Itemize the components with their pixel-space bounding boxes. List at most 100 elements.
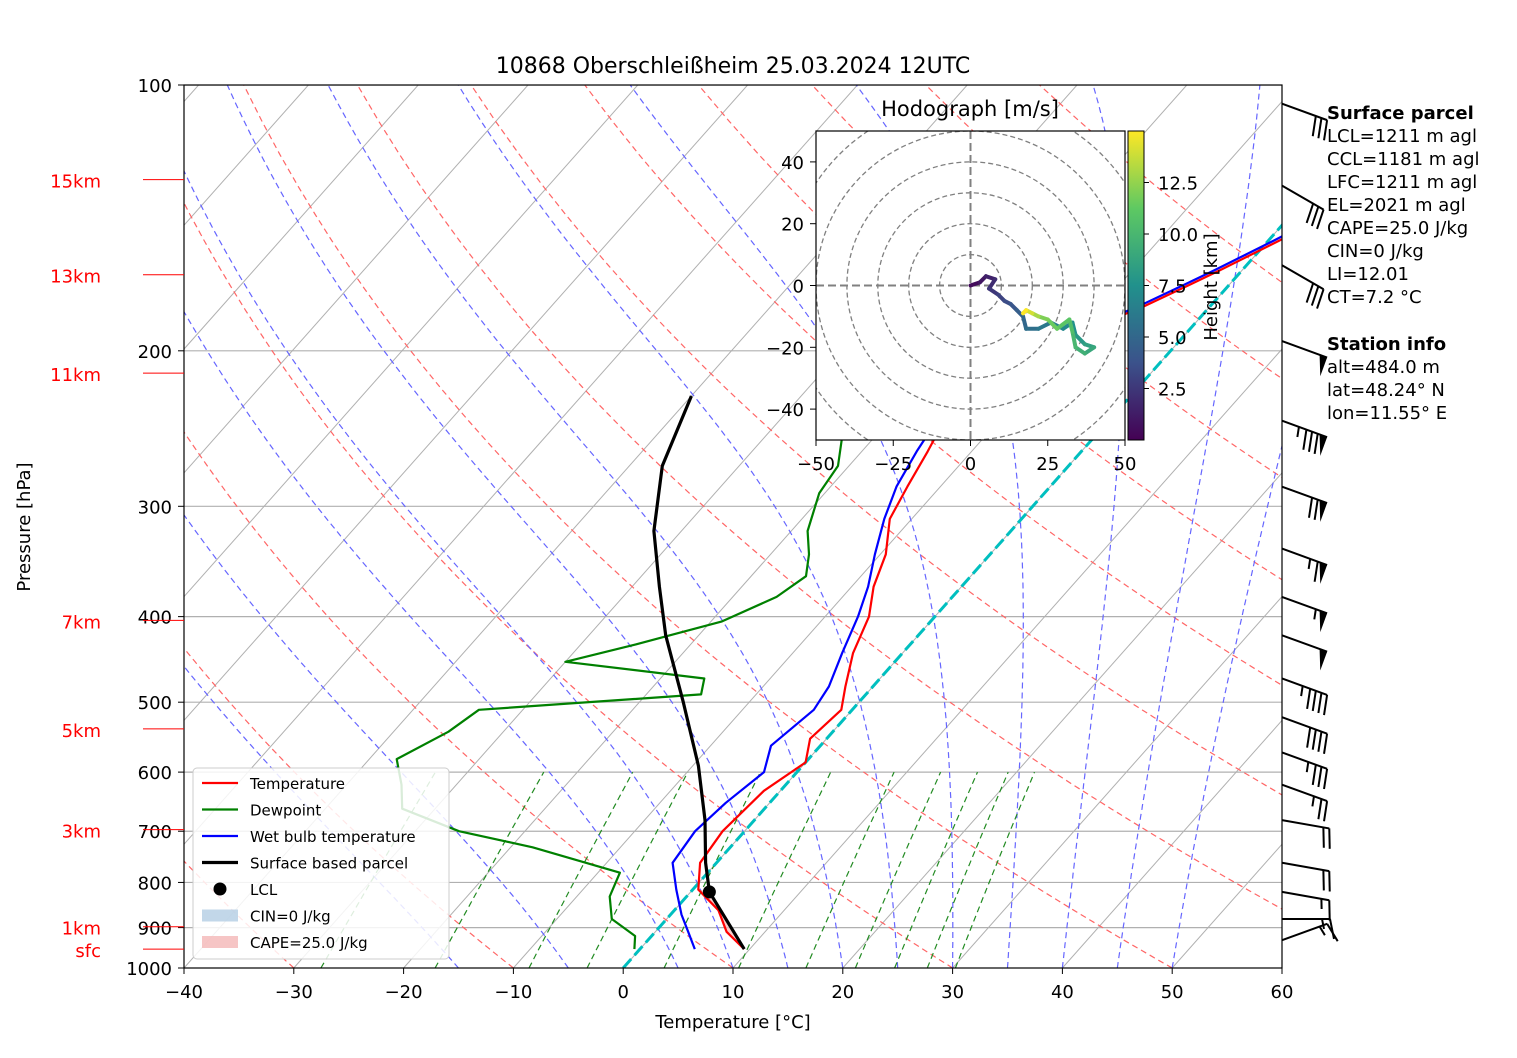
barb-staff — [1282, 820, 1329, 828]
info-line-cape: CAPE=25.0 J/kg — [1327, 217, 1480, 240]
barb-staff — [1282, 341, 1327, 357]
mixing-ratio-line — [927, 772, 1008, 968]
wind-barb — [1282, 549, 1327, 584]
barb-feather — [1324, 734, 1327, 754]
lcl-marker — [703, 885, 716, 898]
legend-label: CIN=0 J/kg — [250, 908, 331, 926]
hodo-y-tick-label: −20 — [766, 338, 804, 359]
barb-feather — [1313, 116, 1316, 136]
barb-feather — [1315, 562, 1318, 582]
wind-barb — [1282, 892, 1330, 921]
legend-label: Dewpoint — [250, 802, 321, 820]
hodo-y-tick-label: 0 — [793, 277, 804, 298]
mixing-ratio-line — [435, 772, 544, 968]
barb-staff — [1282, 186, 1324, 210]
wind-barb — [1282, 919, 1334, 939]
y-tick-label: 300 — [138, 497, 172, 518]
mixing-ratio-line — [895, 772, 978, 968]
x-tick-label: 40 — [1051, 982, 1074, 1003]
colorbar-tick-label: 2.5 — [1158, 380, 1187, 401]
wind-barb — [1282, 635, 1327, 670]
barb-half-feather — [1307, 762, 1309, 772]
chart-title: 10868 Oberschleißheim 25.03.2024 12UTC — [496, 54, 971, 79]
x-tick-label: 50 — [1161, 982, 1184, 1003]
barb-feather — [1318, 732, 1321, 752]
barb-pennant — [1320, 355, 1328, 377]
x-tick-label: −10 — [494, 982, 532, 1003]
hodo-x-tick-label: 50 — [1114, 454, 1137, 475]
barb-feather — [1318, 118, 1321, 138]
mixing-ratio-line — [806, 772, 894, 968]
barb-feather — [1318, 693, 1321, 713]
barb-staff — [1282, 421, 1327, 437]
barb-staff — [1282, 104, 1327, 120]
info-line-ct: CT=7.2 °C — [1327, 286, 1480, 309]
hodo-y-tick-label: 20 — [781, 215, 804, 236]
barb-feather — [1307, 727, 1310, 747]
barb-feather — [1307, 689, 1310, 709]
barb-staff — [1282, 635, 1327, 651]
barb-feather — [1312, 286, 1319, 305]
x-axis-label: Temperature [°C] — [654, 1012, 810, 1033]
colorbar-tick-label: 7.5 — [1158, 277, 1187, 298]
x-tick-label: 10 — [722, 982, 745, 1003]
surface-parcel-title: Surface parcel — [1327, 102, 1480, 125]
mixing-ratio-line — [529, 772, 633, 968]
barb-feather — [1307, 204, 1314, 223]
station-alt: alt=484.0 m — [1327, 356, 1480, 379]
barb-feather — [1309, 498, 1312, 518]
wind-barb — [1282, 597, 1327, 632]
y-tick-label: 600 — [138, 763, 172, 784]
wind-barb — [1282, 265, 1324, 308]
barb-feather — [1318, 767, 1321, 787]
colorbar-tick-label: 5.0 — [1158, 328, 1187, 349]
barb-feather — [1315, 434, 1318, 454]
height-label: 11km — [50, 365, 101, 386]
y-tick-label: 1000 — [126, 959, 172, 980]
height-label: 13km — [50, 267, 101, 288]
y-tick-label: 500 — [138, 693, 172, 714]
hodo-x-tick-label: 25 — [1036, 454, 1059, 475]
wind-barb — [1282, 186, 1324, 229]
station-lon: lon=11.55° E — [1327, 402, 1480, 425]
barb-staff — [1282, 863, 1329, 871]
barb-feather — [1317, 289, 1324, 308]
height-label: 3km — [62, 822, 101, 843]
barb-staff — [1282, 785, 1327, 801]
barb-feather — [1312, 207, 1319, 226]
legend-label: LCL — [250, 881, 278, 899]
barb-feather — [1315, 500, 1318, 520]
hodo-y-tick-label: −40 — [766, 400, 804, 421]
legend-label: Surface based parcel — [250, 855, 408, 873]
info-line-lfc: LFC=1211 m agl — [1327, 171, 1480, 194]
x-tick-label: 0 — [617, 982, 628, 1003]
wind-barb — [1282, 820, 1330, 849]
wind-barb — [1282, 487, 1327, 522]
colorbar-tick-label: 12.5 — [1158, 174, 1198, 195]
wind-barb — [1282, 717, 1327, 754]
height-label: 5km — [62, 721, 101, 742]
barb-feather — [1313, 730, 1316, 750]
wind-barb — [1282, 341, 1327, 376]
x-tick-label: 30 — [941, 982, 964, 1003]
legend-label: Wet bulb temperature — [250, 828, 416, 846]
barb-pennant — [1320, 500, 1328, 522]
y-tick-label: 800 — [138, 873, 172, 894]
barb-pennant — [1320, 611, 1328, 633]
legend-patch — [202, 936, 238, 948]
wind-barb — [1282, 863, 1330, 892]
x-tick-label: 60 — [1271, 982, 1294, 1003]
barb-half-feather — [1314, 609, 1316, 619]
barb-pennant — [1320, 649, 1328, 671]
barb-feather — [1317, 210, 1324, 229]
wind-barb — [1282, 752, 1327, 789]
height-label: 7km — [62, 612, 101, 633]
barb-pennant — [1320, 434, 1328, 456]
barb-feather — [1318, 799, 1321, 819]
barb-staff — [1282, 717, 1327, 733]
height-label: 15km — [50, 172, 101, 193]
info-line-lcl: LCL=1211 m agl — [1327, 125, 1480, 148]
info-line-el: EL=2021 m agl — [1327, 194, 1480, 217]
